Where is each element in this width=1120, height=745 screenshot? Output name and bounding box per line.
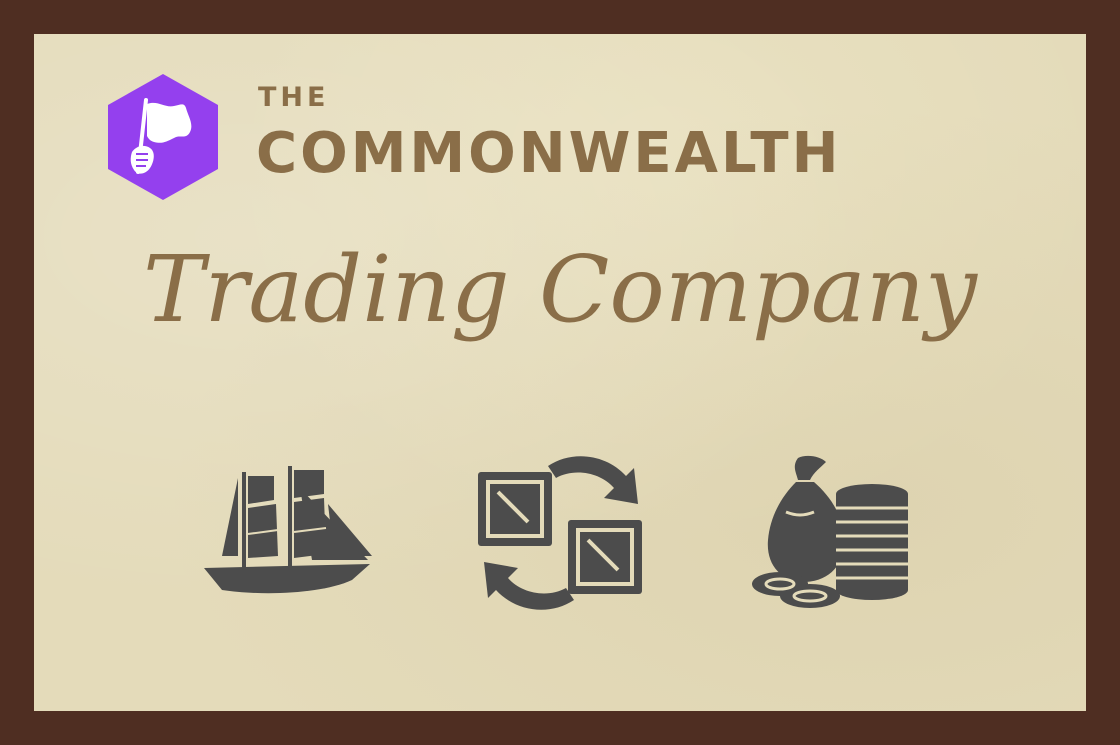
brand-pretitle: THE <box>258 82 330 113</box>
money-bag-coins-icon <box>752 455 908 608</box>
tagline-trading-company: Trading Company <box>143 236 977 343</box>
brand-title: COMMONWEALTH <box>256 121 842 186</box>
parchment-panel: THE COMMONWEALTH Trading Company <box>34 34 1086 711</box>
exchange-boxes-icon <box>478 456 642 610</box>
sailing-ship-icon <box>204 466 372 594</box>
commonwealth-flag-logo-icon <box>108 74 218 200</box>
